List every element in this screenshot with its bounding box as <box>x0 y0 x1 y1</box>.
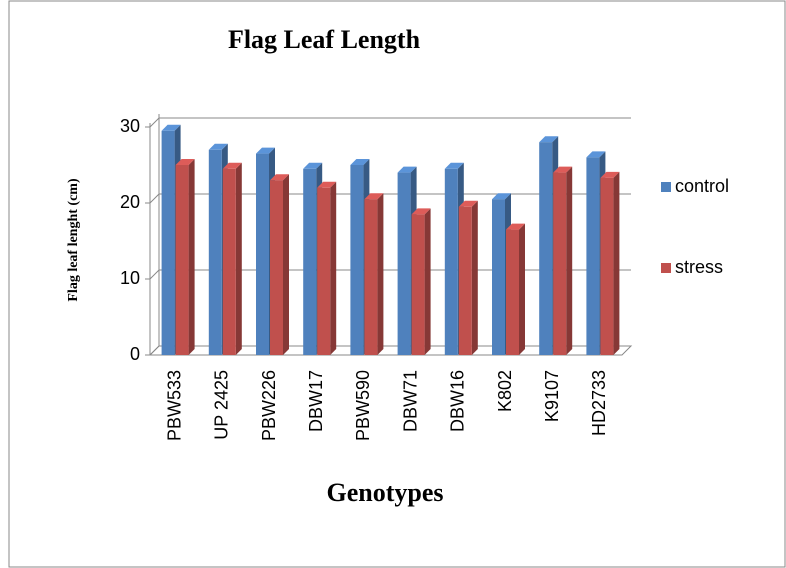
bar-top <box>458 200 478 207</box>
bar <box>458 206 472 355</box>
bar-side <box>424 208 431 355</box>
legend-label: stress <box>675 257 723 277</box>
bar-side <box>566 166 573 355</box>
bar-top <box>539 136 559 143</box>
x-tick-label: K9107 <box>542 370 562 422</box>
bar-top <box>317 181 337 188</box>
y-axis-label: Flag leaf lenght (cm) <box>66 178 81 302</box>
bar-side <box>235 162 242 355</box>
bar-top <box>411 208 431 215</box>
bar-side <box>330 181 337 355</box>
y-tick-label: 10 <box>120 268 140 288</box>
x-tick-label: DBW71 <box>400 370 420 432</box>
bar-top <box>444 162 464 169</box>
bar <box>586 157 600 355</box>
bar <box>364 199 378 355</box>
bar <box>411 214 425 355</box>
x-tick-label: DBW17 <box>306 370 326 432</box>
x-tick-label: UP 2425 <box>212 370 232 440</box>
grid-line <box>149 193 160 204</box>
y-tick-label: 30 <box>120 116 140 136</box>
bar <box>506 229 519 355</box>
bar <box>256 153 269 355</box>
frame <box>8 0 786 568</box>
bar <box>539 142 553 355</box>
legend-label: control <box>675 176 729 196</box>
legend-swatch <box>661 263 671 273</box>
bar-side <box>613 171 620 355</box>
bar-side <box>377 193 384 355</box>
x-axis-label: Genotypes <box>327 478 444 507</box>
x-tick-label: PBW590 <box>353 370 373 441</box>
x-tick-label: HD2733 <box>589 370 609 436</box>
bar-top <box>506 223 525 230</box>
y-tick-label: 20 <box>120 192 140 212</box>
bar-top <box>222 162 242 169</box>
bar-side <box>283 174 289 355</box>
bar-side <box>471 200 478 355</box>
bar <box>317 187 331 355</box>
bar <box>600 177 614 355</box>
bar-top <box>303 162 323 169</box>
bar-top <box>270 174 289 181</box>
bar-side <box>519 223 525 355</box>
bar-top <box>600 171 620 178</box>
bar <box>161 130 175 355</box>
bar <box>303 168 317 355</box>
bar-top <box>350 159 370 165</box>
bar <box>553 172 567 355</box>
bar <box>270 180 283 355</box>
legend-swatch <box>661 182 671 192</box>
bar-side <box>188 159 195 355</box>
bar <box>397 172 411 355</box>
bar-top <box>364 193 384 200</box>
bar <box>175 165 189 355</box>
x-tick-label: DBW16 <box>448 370 468 432</box>
chart-title: Flag Leaf Length <box>228 25 421 54</box>
bar <box>350 165 364 355</box>
grid-line <box>149 345 160 356</box>
bar <box>444 168 458 355</box>
y-tick-label: 0 <box>130 344 140 364</box>
bar <box>492 199 505 355</box>
bar-top <box>586 151 606 158</box>
bar-top <box>492 193 511 200</box>
x-tick-label: PBW226 <box>259 370 279 441</box>
bar-top <box>397 166 417 173</box>
bar <box>208 149 222 355</box>
bar-top <box>161 124 181 131</box>
grid-line <box>149 117 160 128</box>
x-tick-label: PBW533 <box>164 370 184 441</box>
bar-top <box>553 166 573 173</box>
bar-top <box>175 159 195 165</box>
x-tick-label: K802 <box>495 370 515 412</box>
bar <box>222 168 236 355</box>
bar-top <box>256 147 275 154</box>
grid-line <box>149 269 160 280</box>
bar-top <box>208 143 228 150</box>
